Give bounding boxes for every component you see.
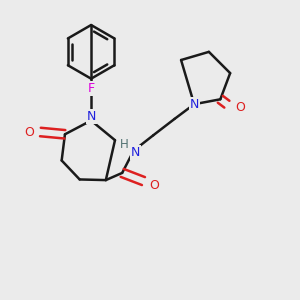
Text: N: N <box>190 98 199 111</box>
Text: F: F <box>88 82 95 95</box>
Text: O: O <box>149 178 159 191</box>
Text: N: N <box>86 110 96 123</box>
Text: H: H <box>120 138 129 151</box>
Text: O: O <box>24 125 34 139</box>
Text: N: N <box>130 146 140 159</box>
Text: O: O <box>235 101 245 114</box>
